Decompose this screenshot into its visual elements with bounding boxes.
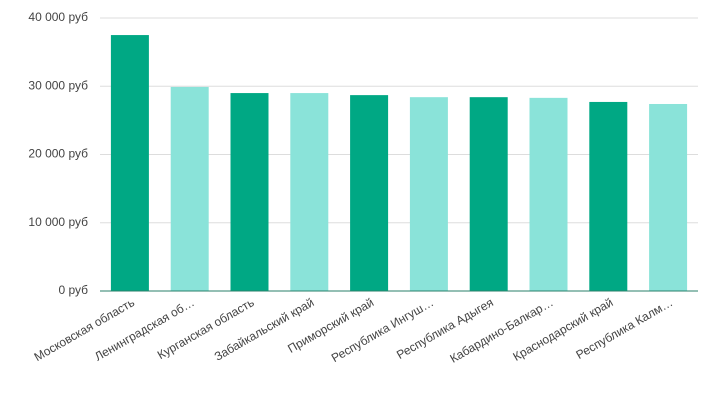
bar [469,97,508,291]
x-tick-label: Курганская область [155,295,257,362]
x-tick-label: Забайкальский край [212,295,317,363]
bar [110,35,149,291]
y-tick-label: 0 руб [58,283,88,297]
x-tick-label: Кабардино-Балкар… [447,295,555,365]
y-tick-label: 30 000 руб [28,78,88,92]
bar [589,101,628,291]
y-tick-label: 20 000 руб [28,147,88,161]
bar [649,103,688,292]
bar [230,93,269,291]
bar [350,95,389,291]
x-tick-label: Республика Калм… [574,295,676,362]
bar [409,97,448,291]
y-tick-label: 10 000 руб [28,215,88,229]
x-tick-label: Республика Адыгея [394,295,496,362]
x-tick-label: Краснодарский край [511,295,616,364]
bar [170,86,209,292]
y-tick-label: 40 000 руб [28,10,88,24]
bar [529,97,568,291]
x-tick-label: Республика Ингуш… [329,295,436,365]
x-tick-label: Ленинградская об… [92,295,197,364]
x-tick-label: Московская область [32,295,137,364]
bar [290,93,329,291]
